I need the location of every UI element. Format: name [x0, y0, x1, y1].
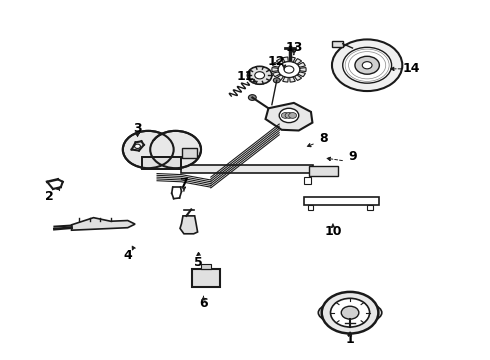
Bar — [143, 157, 181, 169]
Wedge shape — [272, 62, 280, 67]
Circle shape — [362, 62, 372, 69]
Bar — [143, 157, 181, 169]
Wedge shape — [276, 75, 284, 81]
Text: 4: 4 — [123, 249, 132, 262]
Circle shape — [135, 144, 141, 148]
Text: 6: 6 — [199, 297, 208, 310]
Polygon shape — [266, 103, 313, 131]
Bar — [181, 165, 314, 173]
Wedge shape — [294, 75, 302, 81]
Circle shape — [150, 131, 201, 168]
Wedge shape — [290, 77, 295, 82]
Bar — [309, 166, 338, 176]
Circle shape — [248, 95, 256, 100]
Text: 7: 7 — [179, 177, 188, 190]
Wedge shape — [276, 59, 284, 64]
Circle shape — [332, 40, 402, 91]
Bar — [201, 264, 211, 269]
Bar — [367, 205, 373, 211]
Polygon shape — [72, 218, 135, 230]
Text: 9: 9 — [348, 150, 357, 163]
Bar — [304, 197, 379, 205]
Circle shape — [331, 298, 369, 327]
Bar — [148, 140, 175, 158]
Bar — [304, 177, 311, 184]
Text: 13: 13 — [285, 41, 302, 54]
Text: 5: 5 — [194, 256, 203, 269]
Bar — [182, 148, 197, 158]
Text: 10: 10 — [324, 225, 342, 238]
Circle shape — [123, 131, 173, 168]
Wedge shape — [272, 68, 278, 72]
Bar — [192, 269, 220, 287]
Circle shape — [285, 113, 293, 118]
Wedge shape — [283, 57, 288, 62]
Text: 14: 14 — [402, 62, 420, 75]
Circle shape — [284, 66, 294, 73]
Wedge shape — [290, 57, 295, 62]
Wedge shape — [298, 72, 305, 77]
Circle shape — [255, 72, 265, 79]
Wedge shape — [272, 72, 280, 77]
Polygon shape — [180, 216, 197, 234]
Text: 11: 11 — [236, 69, 254, 82]
Circle shape — [279, 108, 299, 123]
Text: 12: 12 — [268, 55, 286, 68]
Wedge shape — [283, 77, 288, 82]
Circle shape — [278, 62, 300, 77]
Circle shape — [341, 306, 359, 319]
Text: 3: 3 — [133, 122, 142, 135]
Circle shape — [273, 78, 280, 83]
Wedge shape — [299, 68, 306, 72]
Wedge shape — [294, 59, 302, 64]
Circle shape — [281, 113, 289, 118]
Circle shape — [322, 292, 378, 333]
Text: 2: 2 — [45, 190, 54, 203]
Circle shape — [247, 66, 272, 84]
Circle shape — [289, 113, 296, 118]
Wedge shape — [298, 62, 305, 67]
Text: 1: 1 — [345, 333, 354, 346]
Ellipse shape — [318, 301, 382, 325]
Bar — [308, 205, 314, 211]
Bar — [332, 41, 343, 46]
Circle shape — [355, 56, 379, 74]
Circle shape — [343, 47, 392, 83]
Text: 8: 8 — [319, 132, 327, 145]
